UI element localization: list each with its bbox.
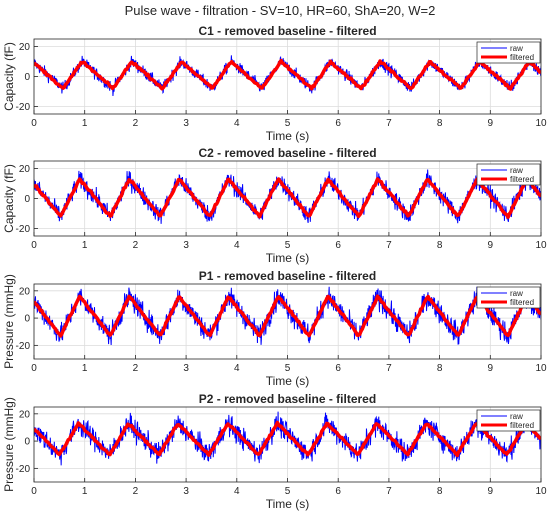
x-tick-label: 7 [386, 118, 392, 129]
panel-title: C1 - removed baseline - filtered [198, 24, 376, 38]
y-tick-label: -20 [16, 224, 31, 235]
y-tick-label: -20 [16, 341, 31, 352]
x-tick-label: 2 [133, 363, 139, 374]
y-axis-label: Pressure (mmHg) [2, 274, 16, 369]
x-tick-label: 5 [285, 486, 291, 497]
y-tick-label: 0 [24, 314, 30, 325]
legend-label-raw: raw [510, 44, 523, 53]
y-tick-label: 0 [24, 437, 30, 448]
panel-title: C2 - removed baseline - filtered [198, 146, 376, 160]
x-tick-label: 3 [183, 363, 189, 374]
x-tick-label: 5 [285, 363, 291, 374]
y-tick-label: 20 [19, 42, 31, 53]
x-tick-label: 7 [386, 363, 392, 374]
x-tick-label: 10 [535, 486, 547, 497]
x-tick-label: 0 [31, 118, 37, 129]
x-tick-label: 3 [183, 486, 189, 497]
grid-lines [33, 284, 542, 359]
x-tick-label: 9 [488, 363, 494, 374]
x-tick-label: 7 [386, 240, 392, 251]
x-tick-label: 5 [285, 118, 291, 129]
x-tick-label: 5 [285, 240, 291, 251]
legend-label-filtered: filtered [510, 421, 534, 430]
series-filtered-line [34, 294, 541, 338]
panel-title: P1 - removed baseline - filtered [199, 269, 376, 283]
series-filtered-line [34, 420, 541, 458]
chart-panel-1: C1 - removed baseline - filtered 0 1 2 3 4 5 6 7… [2, 24, 547, 143]
x-tick-label: 9 [488, 240, 494, 251]
x-tick-label: 4 [234, 240, 240, 251]
legend-label-filtered: filtered [510, 175, 534, 184]
x-axis-label: Time (s) [266, 129, 310, 143]
y-tick-label: -20 [16, 464, 31, 475]
y-tick-label: -20 [16, 102, 31, 113]
x-tick-label: 10 [535, 240, 547, 251]
x-tick-label: 10 [535, 363, 547, 374]
chart-panel-2: C2 - removed baseline - filtered 0 1 2 3 4 5 6 7… [2, 146, 547, 265]
legend-label-filtered: filtered [510, 53, 534, 62]
x-axis-label: Time (s) [266, 497, 310, 511]
x-tick-label: 3 [183, 118, 189, 129]
x-tick-label: 1 [82, 240, 88, 251]
chart-panel-4: P2 - removed baseline - filtered 0 1 2 3 4 5 6 7… [2, 392, 547, 511]
figure-suptitle: Pulse wave - filtration - SV=10, HR=60, … [125, 3, 436, 18]
x-axis-label: Time (s) [266, 251, 310, 265]
x-tick-label: 4 [234, 118, 240, 129]
x-tick-label: 8 [437, 240, 443, 251]
x-tick-label: 8 [437, 118, 443, 129]
x-tick-label: 3 [183, 240, 189, 251]
x-tick-label: 4 [234, 363, 240, 374]
series-filtered-line [34, 176, 541, 220]
legend-label-raw: raw [510, 412, 523, 421]
panel-title: P2 - removed baseline - filtered [199, 392, 376, 406]
y-axis-label: Capacity (fF) [2, 164, 16, 233]
legend-label-raw: raw [510, 166, 523, 175]
x-tick-label: 6 [335, 240, 341, 251]
x-tick-label: 0 [31, 240, 37, 251]
legend-label-raw: raw [510, 289, 523, 298]
x-tick-label: 9 [488, 486, 494, 497]
x-tick-label: 8 [437, 363, 443, 374]
x-tick-label: 9 [488, 118, 494, 129]
y-tick-label: 0 [24, 194, 30, 205]
x-tick-label: 1 [82, 486, 88, 497]
x-tick-label: 6 [335, 486, 341, 497]
x-tick-label: 2 [133, 486, 139, 497]
x-tick-label: 6 [335, 118, 341, 129]
x-tick-label: 6 [335, 363, 341, 374]
x-tick-label: 10 [535, 118, 547, 129]
x-tick-label: 2 [133, 118, 139, 129]
series-filtered-line [34, 58, 541, 91]
chart-panel-3: P1 - removed baseline - filtered 0 1 2 3 4 5 6 7… [2, 269, 547, 388]
x-axis-label: Time (s) [266, 374, 310, 388]
x-tick-label: 4 [234, 486, 240, 497]
y-axis-label: Capacity (fF) [2, 42, 16, 111]
x-tick-label: 2 [133, 240, 139, 251]
x-tick-label: 0 [31, 363, 37, 374]
y-axis-label: Pressure (mmHg) [2, 397, 16, 492]
x-tick-label: 7 [386, 486, 392, 497]
y-tick-label: 20 [19, 409, 31, 420]
y-tick-label: 20 [19, 164, 31, 175]
x-tick-label: 1 [82, 363, 88, 374]
y-tick-label: 20 [19, 286, 31, 297]
x-tick-label: 8 [437, 486, 443, 497]
x-tick-label: 1 [82, 118, 88, 129]
x-tick-label: 0 [31, 486, 37, 497]
legend-label-filtered: filtered [510, 298, 534, 307]
y-tick-label: 0 [24, 72, 30, 83]
